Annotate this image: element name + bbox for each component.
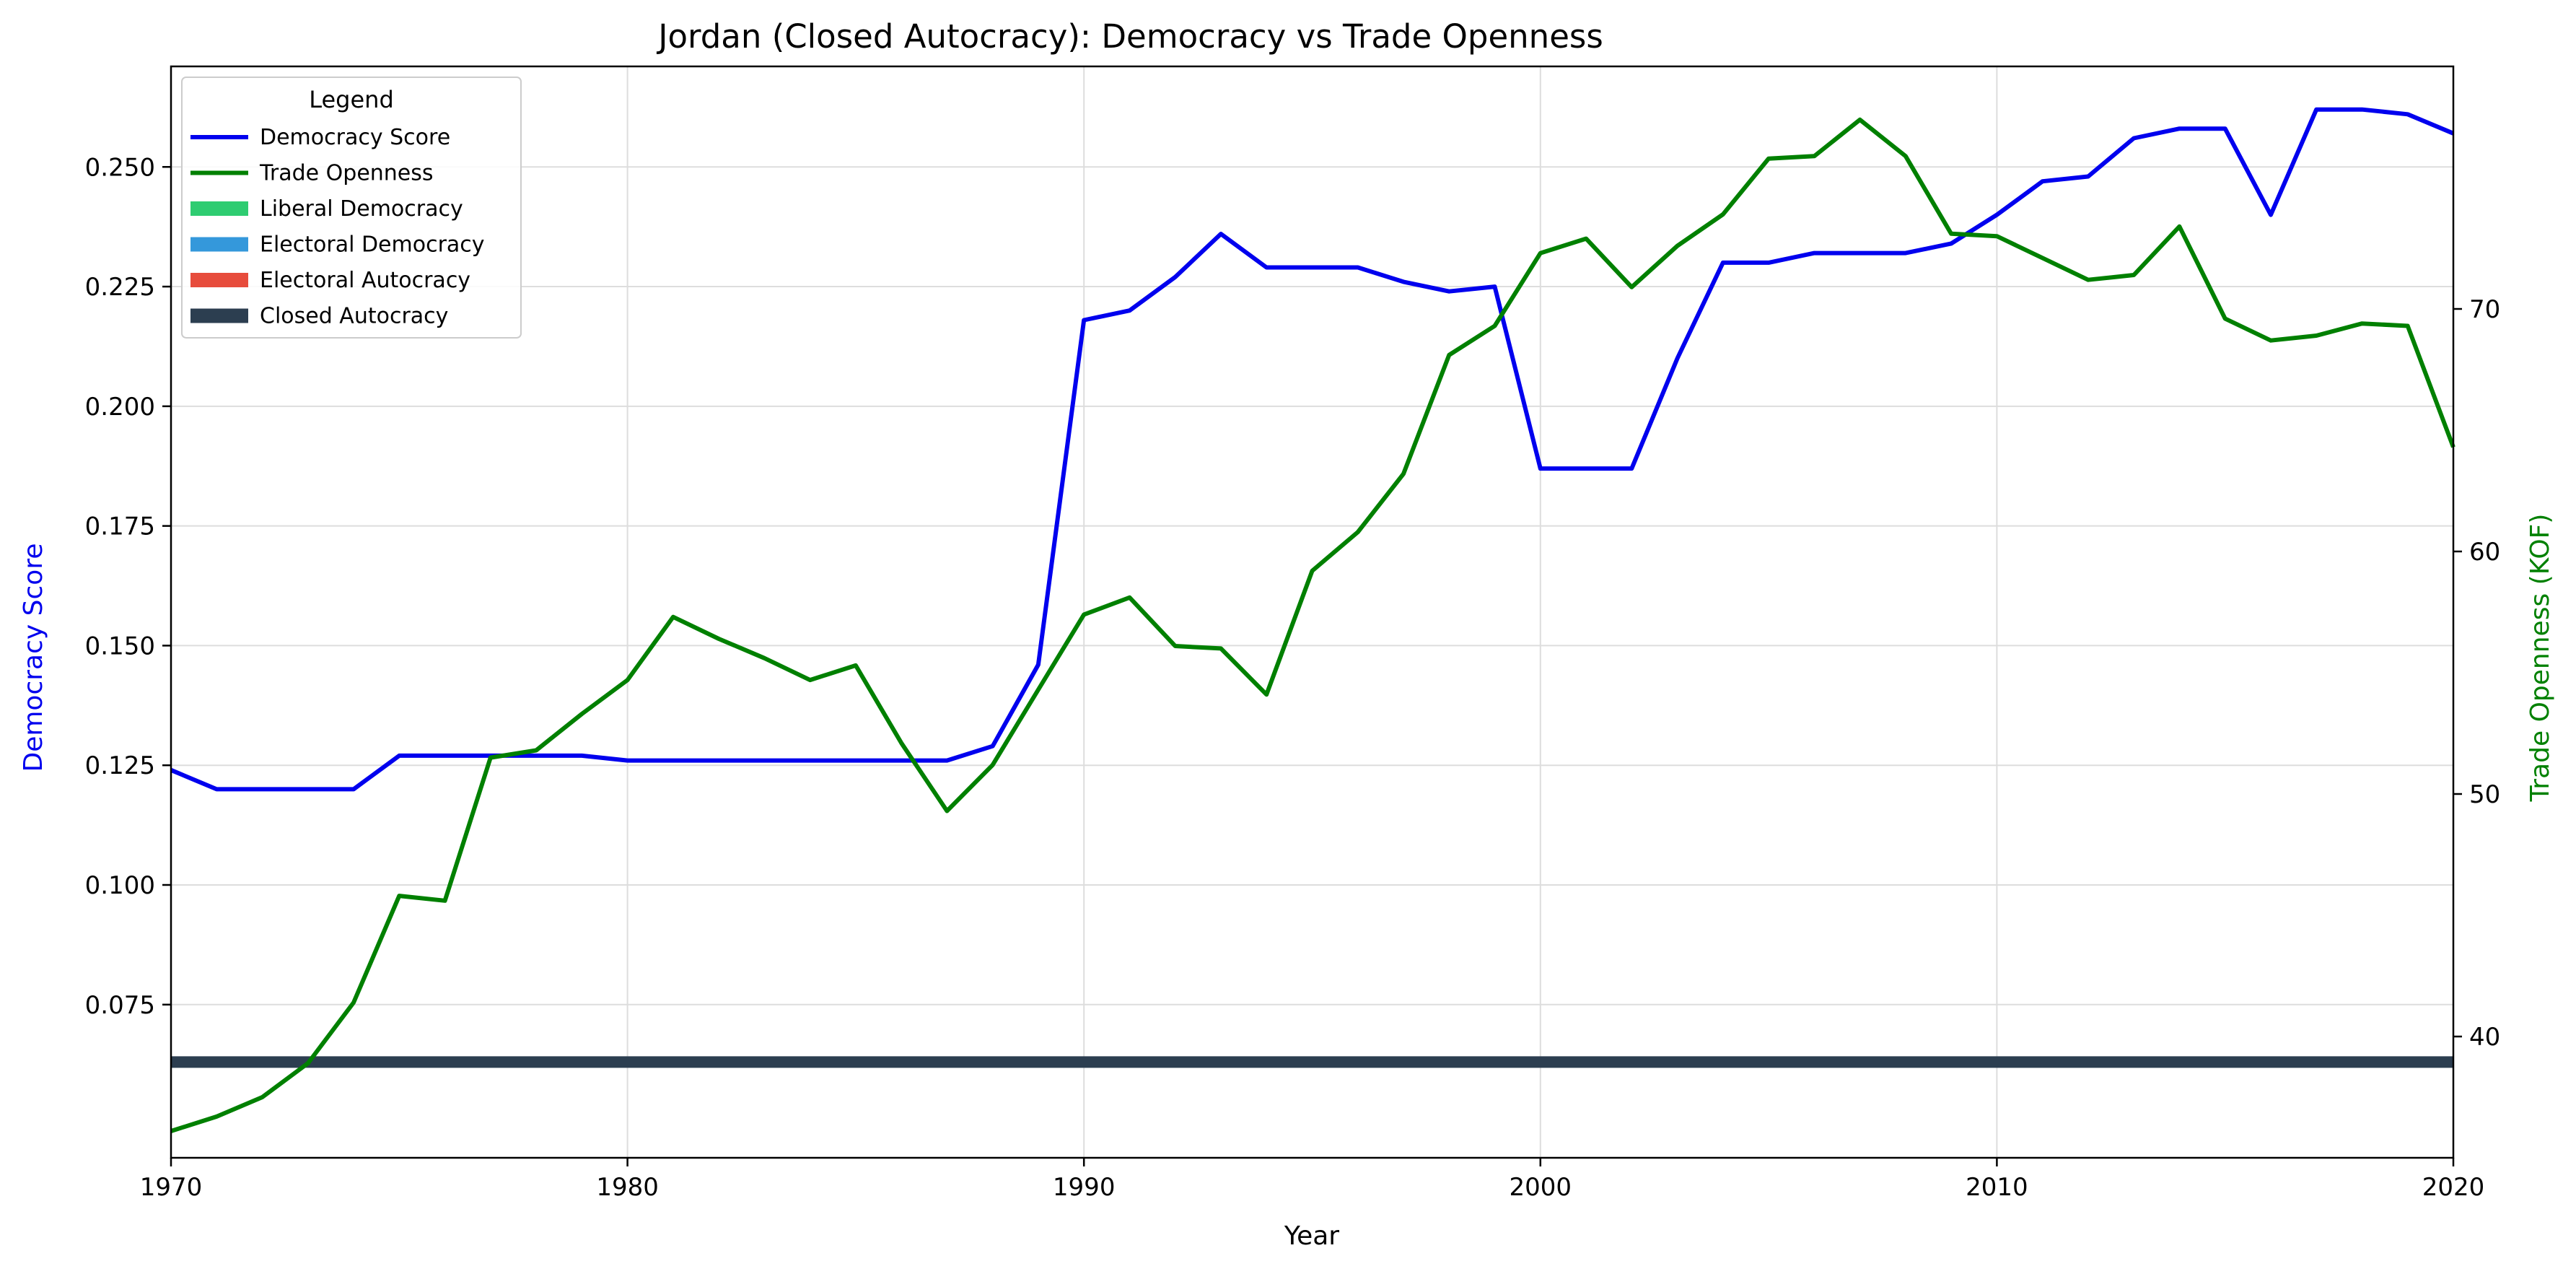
legend: Legend Democracy Score Trade Openness Libe…	[181, 77, 522, 339]
legend-swatch-electoral-autocracy	[190, 273, 248, 287]
regime-band-layer	[171, 1056, 2453, 1068]
y-left-tick-label: 0.175	[85, 512, 155, 541]
y-left-tick-label: 0.225	[85, 273, 155, 302]
x-tick-label: 1990	[1053, 1173, 1116, 1202]
y-right-tick-label: 60	[2469, 538, 2500, 567]
chart-title: Jordan (Closed Autocracy): Democracy vs …	[656, 17, 1603, 56]
x-tick-label: 1980	[596, 1173, 659, 1202]
x-tick-label: 2010	[1966, 1173, 2028, 1202]
y-right-tick-label: 40	[2469, 1023, 2500, 1052]
y-left-tick-label: 0.250	[85, 153, 155, 182]
y-axis-right: 40 50 60 70	[2453, 295, 2500, 1052]
x-tick-label: 2020	[2422, 1173, 2485, 1202]
legend-label-liberal-democracy: Liberal Democracy	[260, 196, 463, 222]
y-left-tick-label: 0.200	[85, 393, 155, 422]
legend-swatch-electoral-democracy	[190, 237, 248, 252]
regime-band-closed-autocracy	[171, 1056, 2453, 1068]
legend-label-electoral-autocracy: Electoral Autocracy	[260, 268, 470, 293]
plot-frame	[170, 65, 2455, 1159]
y-right-tick-label: 70	[2469, 295, 2500, 324]
legend-title: Legend	[309, 86, 394, 113]
legend-swatch-liberal-democracy	[190, 201, 248, 216]
legend-label-closed-autocracy: Closed Autocracy	[260, 304, 448, 329]
legend-swatch-closed-autocracy	[190, 308, 248, 323]
x-axis-label: Year	[1284, 1221, 1339, 1251]
y-left-tick-label: 0.150	[85, 632, 155, 660]
x-tick-label: 1970	[140, 1173, 203, 1202]
y-left-tick-label: 0.125	[85, 751, 155, 780]
series-layer	[170, 107, 2455, 1133]
legend-box	[181, 77, 522, 339]
y-axis-left-label: Democracy Score	[19, 544, 48, 772]
y-left-tick-label: 0.075	[85, 991, 155, 1020]
legend-label-democracy-score: Democracy Score	[260, 125, 450, 150]
y-axis-right-label: Trade Openness (KOF)	[2525, 514, 2555, 803]
x-tick-label: 2000	[1510, 1173, 1572, 1202]
x-axis: 1970 1980 1990 2000 2010 2020	[140, 1158, 2485, 1202]
y-left-tick-label: 0.100	[85, 871, 155, 900]
grid	[170, 66, 2454, 1158]
legend-label-electoral-democracy: Electoral Democracy	[260, 232, 485, 258]
y-right-tick-label: 50	[2469, 780, 2500, 809]
legend-label-trade-openness: Trade Openness	[259, 161, 434, 186]
legend-items: Democracy Score Trade Openness Liberal Dem…	[190, 125, 485, 329]
series-line-democracy-score	[170, 107, 2455, 792]
y-axis-left: 0.075 0.100 0.125 0.150 0.175 0.200 0.225 0.250	[85, 153, 171, 1020]
series-line-trade-openness	[170, 117, 2455, 1133]
